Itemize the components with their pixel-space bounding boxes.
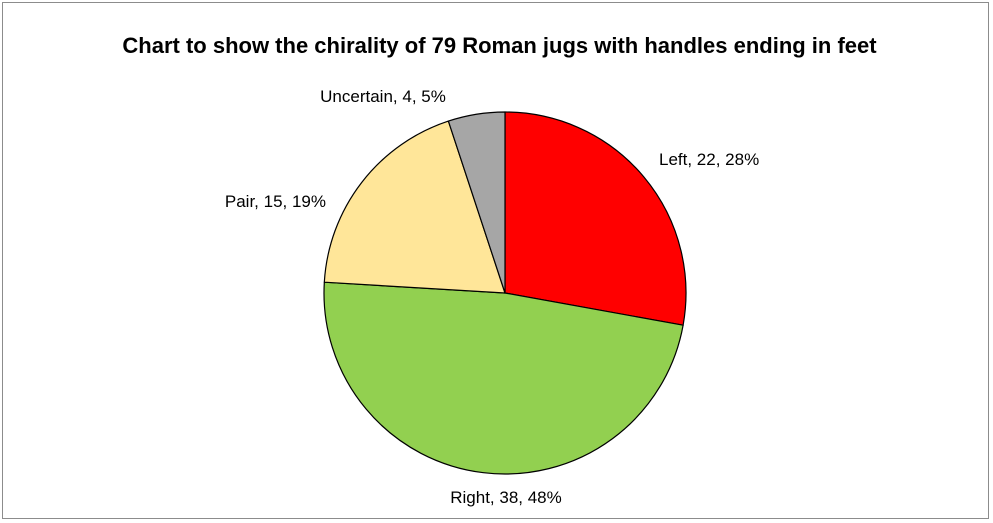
pie-slice-right (323, 281, 684, 475)
data-label-pair: Pair, 15, 19% (225, 192, 326, 211)
pie-slice-left (504, 111, 687, 326)
data-label-left: Left, 22, 28% (659, 150, 759, 169)
pie-slice-uncertain (447, 111, 506, 294)
pie-slice-pair (323, 120, 506, 294)
data-label-uncertain: Uncertain, 4, 5% (320, 87, 446, 106)
data-label-right: Right, 38, 48% (450, 488, 562, 507)
pie-slices (323, 111, 687, 475)
chart-title: Chart to show the chirality of 79 Roman … (122, 33, 877, 58)
pie-data-labels: Left, 22, 28% Right, 38, 48% Pair, 15, 1… (225, 87, 759, 507)
